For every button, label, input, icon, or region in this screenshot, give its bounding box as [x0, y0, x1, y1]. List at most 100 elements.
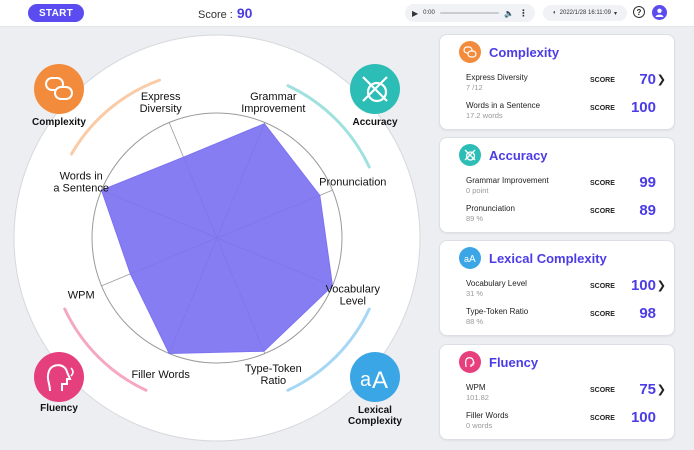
metric-detail: 31 %: [466, 289, 484, 298]
total-score-value: 90: [236, 5, 253, 21]
radar-axis-label: Grammar Improvement: [241, 91, 305, 115]
radar-axis-label: Words in a Sentence: [53, 171, 109, 195]
card-title: Lexical Complexity: [489, 250, 607, 266]
score-label: SCORE: [590, 311, 615, 318]
metric-score: 100: [630, 277, 656, 294]
score-label: SCORE: [590, 208, 615, 215]
crossed-circle-icon: [459, 144, 481, 166]
metric-detail: 7 /12: [466, 83, 483, 92]
metric-label: Express Diversity: [466, 73, 528, 82]
metric-detail: 88 %: [466, 317, 484, 326]
score-label: SCORE: [590, 387, 615, 394]
help-icon[interactable]: ?: [633, 6, 645, 18]
radar-ring: [91, 112, 343, 364]
audio-progress-slider[interactable]: [439, 12, 500, 14]
chevron-right-icon[interactable]: ❯: [656, 74, 666, 86]
radar-axis-label: Vocabulary Level: [326, 283, 381, 307]
metric-label: Type-Token Ratio: [466, 307, 529, 316]
audio-player: ▶ 0:00 🔈 ⋮: [405, 4, 535, 22]
play-icon[interactable]: ▶: [412, 8, 419, 18]
radar-axis-label: Pronunciation: [319, 177, 386, 189]
metric-score: 100: [630, 99, 656, 116]
metric-detail: 89 %: [466, 214, 484, 223]
metric-label: Pronunciation: [466, 204, 515, 213]
speaking-head-icon[interactable]: [34, 352, 84, 402]
category-arc: [63, 307, 148, 392]
card-complexity[interactable]: Complexity Express Diversity 7 /12 SCORE…: [439, 34, 675, 130]
category-arc: [286, 84, 371, 169]
radar-axis-label: Express Diversity: [140, 91, 183, 115]
category-label: Fluency: [40, 403, 78, 414]
audio-time: 0:00: [423, 10, 435, 16]
metric-label: Grammar Improvement: [466, 176, 549, 185]
radar-axis-label: Filler Words: [131, 369, 190, 381]
svg-text:A: A: [372, 367, 388, 394]
score-label: SCORE: [590, 105, 615, 112]
total-score-label: Score :: [198, 9, 233, 21]
crossed-circle-icon[interactable]: [350, 64, 400, 114]
metric-row: Pronunciation 89 % SCORE 89: [466, 202, 656, 230]
more-options-icon[interactable]: ⋮: [519, 7, 528, 18]
card-accuracy[interactable]: Accuracy Grammar Improvement 0 point SCO…: [439, 137, 675, 233]
chevron-right-icon[interactable]: ❯: [656, 384, 666, 396]
top-bar: START Score : 90 ▶ 0:00 🔈 ⋮ ◐ 2022/1/28 …: [0, 0, 694, 27]
svg-text:A: A: [469, 254, 476, 265]
metric-label: WPM: [466, 383, 486, 392]
metric-score: 99: [639, 174, 656, 191]
card-title: Accuracy: [489, 147, 548, 163]
metric-label: Vocabulary Level: [466, 279, 527, 288]
radar-data-polygon: [100, 123, 334, 355]
metric-row: Vocabulary Level 31 % SCORE 100: [466, 277, 656, 305]
metric-score: 89: [639, 202, 656, 219]
category-label: Accuracy: [352, 117, 397, 128]
score-label: SCORE: [590, 283, 615, 290]
score-label: SCORE: [590, 180, 615, 187]
speech-bubbles-icon: [459, 41, 481, 63]
score-label: SCORE: [590, 77, 615, 84]
start-button[interactable]: START: [28, 4, 84, 22]
category-label: Lexical Complexity: [348, 405, 402, 427]
total-score: Score : 90: [198, 5, 252, 21]
metric-detail: 17.2 words: [466, 111, 503, 120]
metric-row: WPM 101.82 SCORE 75: [466, 381, 656, 409]
volume-icon[interactable]: 🔈: [504, 8, 514, 18]
radar-axis-label: Type-Token Ratio: [245, 363, 302, 387]
metric-row: Express Diversity 7 /12 SCORE 70: [466, 71, 656, 99]
user-avatar-icon[interactable]: [652, 5, 667, 20]
metric-score: 98: [639, 305, 656, 322]
category-label: Complexity: [32, 117, 86, 128]
card-title: Complexity: [489, 44, 560, 60]
date-selector[interactable]: ◐ 2022/1/28 16:11:09 ▾: [543, 5, 627, 21]
metric-detail: 0 point: [466, 186, 489, 195]
metric-detail: 0 words: [466, 421, 493, 430]
card-title: Fluency: [489, 354, 539, 370]
date-time: 2022/1/28 16:11:09: [559, 10, 611, 16]
metric-score: 100: [630, 409, 656, 426]
speech-bubbles-icon[interactable]: [34, 64, 84, 114]
speaking-head-icon: [459, 351, 481, 373]
metric-row: Grammar Improvement 0 point SCORE 99: [466, 174, 656, 202]
metric-label: Words in a Sentence: [466, 101, 541, 110]
clock-icon: ◐: [553, 10, 557, 16]
metric-detail: 101.82: [466, 393, 489, 402]
metric-score: 70: [639, 71, 656, 88]
metric-label: Filler Words: [466, 411, 509, 420]
chevron-right-icon[interactable]: ❯: [656, 280, 666, 292]
chevron-down-icon: ▾: [613, 10, 617, 17]
metric-score: 75: [639, 381, 656, 398]
radar-chart: Grammar Improvement Pronunciation Vocabular…: [13, 34, 421, 442]
category-arc: [70, 78, 162, 156]
radar-axis-label: WPM: [68, 289, 95, 301]
metric-row: Filler Words 0 words SCORE 100: [466, 409, 656, 437]
score-label: SCORE: [590, 415, 615, 422]
svg-text:a: a: [464, 254, 469, 264]
card-fluency[interactable]: Fluency WPM 101.82 SCORE 75 Filler Words…: [439, 344, 675, 440]
svg-text:a: a: [360, 369, 372, 391]
metric-row: Type-Token Ratio 88 % SCORE 98: [466, 305, 656, 333]
category-arc: [286, 307, 371, 392]
metric-row: Words in a Sentence 17.2 words SCORE 100: [466, 99, 656, 127]
radar-panel: Grammar Improvement Pronunciation Vocabular…: [0, 27, 430, 450]
